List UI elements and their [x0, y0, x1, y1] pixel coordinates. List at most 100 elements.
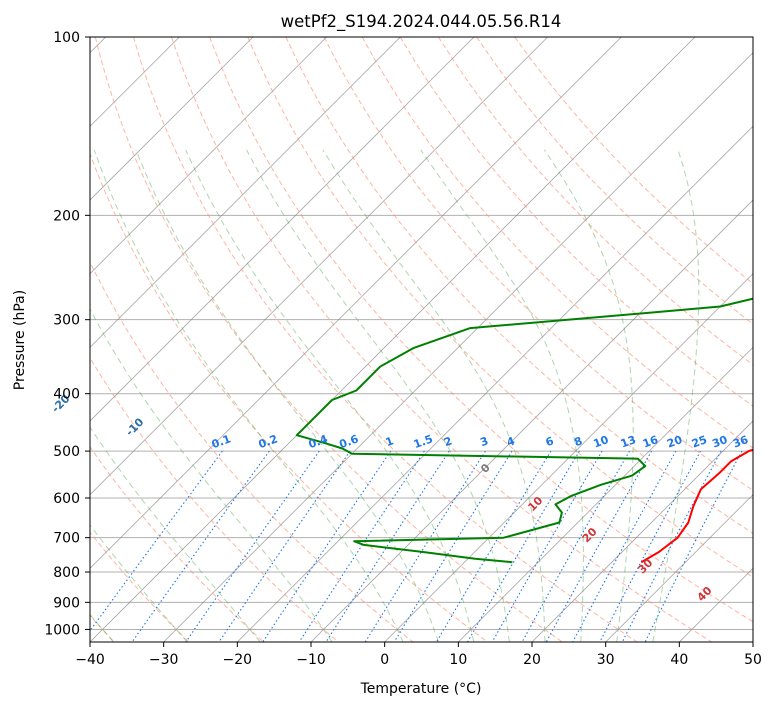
dry-adiabat-line [94, 37, 563, 642]
mixing-ratio-label: 1 [384, 434, 396, 449]
moist-adiabat-line [543, 149, 634, 642]
dry-adiabat-line [476, 37, 753, 325]
mixing-ratio-label: 10 [592, 433, 611, 451]
moist-adiabat-line [246, 149, 510, 642]
dry-adiabat-line [399, 37, 753, 407]
mixing-ratio-line [90, 450, 223, 632]
mixing-ratio-label: 0.4 [307, 432, 330, 451]
y-tick-label: 700 [53, 531, 80, 547]
mixing-ratio-line [521, 450, 630, 642]
moist-adiabat-line [90, 308, 333, 642]
isotherm-line [90, 37, 622, 569]
mixing-ratio-line [572, 450, 677, 642]
isotherm-line [679, 567, 753, 642]
x-tick-label: 30 [597, 652, 615, 668]
mixing-ratio-label: 8 [572, 434, 584, 449]
x-tick-label: 0 [380, 652, 389, 668]
dry-adiabat-line [323, 37, 753, 491]
dewpoint-profile-line [295, 297, 753, 564]
mixing-ratio-line [325, 450, 450, 642]
moist-adiabat-line [652, 149, 700, 642]
moist-adiabat-label: 10 [525, 494, 545, 514]
mixing-ratio-label: 16 [641, 433, 660, 451]
sounding-profiles [295, 297, 753, 564]
isotherm-line [531, 420, 753, 642]
y-axis-title: Pressure (hPa) [12, 290, 28, 390]
moist-adiabat-line [90, 426, 261, 642]
dry-adiabat-line [90, 152, 488, 642]
mixing-ratio-label: 0.6 [338, 432, 361, 451]
mixing-ratio-line [185, 450, 320, 642]
temperature-profile-line [640, 448, 753, 564]
y-tick-label: 500 [53, 444, 80, 460]
x-axis-title: Temperature (°C) [360, 681, 482, 697]
isotherm-line [458, 346, 753, 642]
dry-adiabat-line [285, 37, 753, 535]
isotherm-line [90, 37, 696, 642]
dry-adiabat-line [171, 37, 712, 642]
moist-adiabat-line [185, 149, 475, 642]
dry-adiabat-line [90, 260, 414, 642]
isotherm-line [90, 37, 548, 496]
dry-adiabat-line [209, 37, 753, 623]
moist-adiabat-line [420, 149, 584, 642]
moist-adiabat-line [93, 149, 404, 642]
mixing-ratio-line [435, 450, 552, 642]
chart-title: wetPf2_S194.2024.044.05.56.R14 [281, 12, 562, 32]
mixing-ratio-line [644, 450, 743, 642]
mixing-ratio-label: 13 [619, 433, 638, 450]
moist-adiabat-label: 30 [635, 556, 655, 576]
x-tick-label: 50 [744, 652, 762, 668]
dry-adiabat-line [90, 356, 339, 642]
dry-adiabat-line [437, 37, 753, 366]
mixing-ratio-line [621, 450, 722, 642]
dry-adiabat-line [90, 446, 264, 642]
y-tick-label: 300 [53, 313, 80, 329]
x-tick-label: −20 [223, 652, 253, 668]
mixing-ratio-line [262, 450, 392, 642]
isotherm-line [90, 37, 401, 348]
mixing-ratio-label: 4 [505, 434, 517, 449]
mixing-ratio-label: 20 [665, 433, 684, 451]
moist-adiabat-line [90, 524, 188, 642]
isotherm-line [237, 125, 753, 642]
mixing-ratio-line [218, 450, 351, 642]
dry-adiabat-line [247, 37, 753, 578]
isotherm-line [384, 273, 753, 642]
mixing-ratio-label: 0.2 [257, 432, 280, 451]
mixing-ratio-label: 2 [442, 434, 454, 449]
mixing-ratio-line [298, 450, 425, 642]
moist-adiabat-line [135, 149, 439, 642]
mixing-ratio-line [599, 450, 701, 642]
mixing-ratio-line [393, 450, 513, 642]
mixing-ratio-line [131, 450, 270, 642]
y-tick-label: 400 [53, 387, 80, 403]
mixing-ratio-line [545, 450, 653, 642]
x-tick-label: 20 [523, 652, 541, 668]
y-tick-label: 900 [53, 595, 80, 611]
y-tick-label: 1000 [44, 622, 80, 638]
x-tick-label: 40 [670, 652, 688, 668]
y-tick-label: 600 [53, 491, 80, 507]
mixing-ratio-label: 30 [710, 433, 729, 451]
plot-frame [89, 36, 754, 643]
mixing-ratio-label: 25 [690, 433, 709, 450]
moist-adiabat-label: 0 [478, 461, 493, 476]
isotherm-line [90, 37, 475, 422]
mixing-ratio-label: 36 [731, 433, 750, 451]
reference-lines [0, 37, 753, 642]
dry-adiabat-label: -10 [123, 415, 146, 438]
reference-line-labels: 0.10.20.40.611.52346810131620253036-100-… [49, 392, 750, 604]
mixing-ratio-label: 0.1 [210, 432, 233, 451]
isotherm-line [752, 641, 753, 642]
isotherm-line [90, 37, 254, 201]
dry-adiabat-line [514, 37, 753, 285]
isotherm-line [163, 52, 753, 642]
moist-adiabat-line [0, 150, 39, 642]
mixing-ratio-label: 3 [478, 434, 490, 449]
mixing-ratio-label: 6 [544, 434, 556, 449]
moist-adiabat-line [322, 149, 546, 642]
mixing-ratio-label: 1.5 [412, 432, 435, 451]
x-tick-label: −30 [149, 652, 179, 668]
